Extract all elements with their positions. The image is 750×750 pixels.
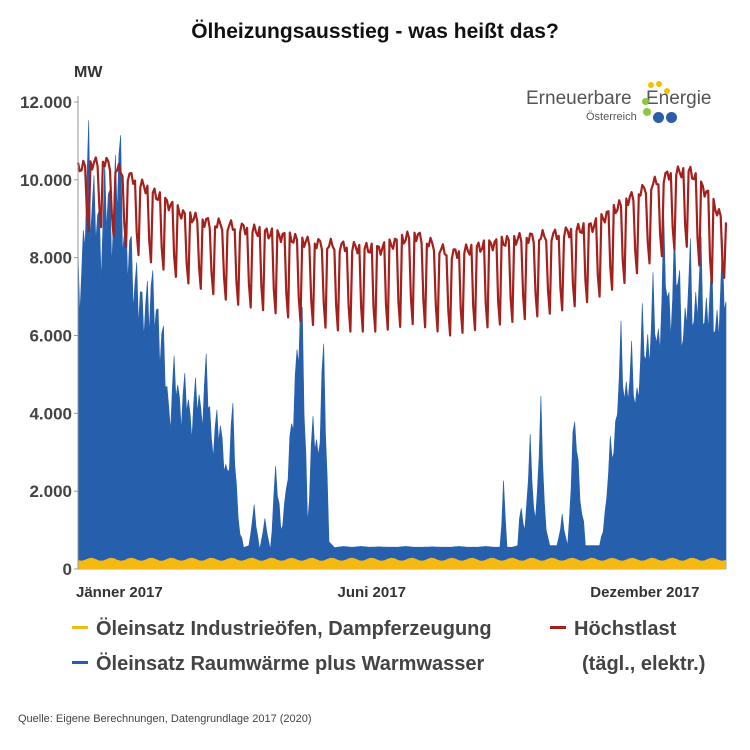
x-tick-label: Dezember 2017 <box>590 584 699 601</box>
series-oil-industry-area <box>78 557 726 569</box>
legend-swatch-oil-industry <box>72 626 88 630</box>
logo-word-1: Erneuerbare <box>526 88 632 109</box>
logo-dot-yellow-1 <box>648 82 654 88</box>
legend-swatch-peak-load <box>550 626 566 630</box>
series-peak-load-line <box>76 156 728 337</box>
source-note: Quelle: Eigene Berechnungen, Datengrundl… <box>18 713 312 725</box>
logo-word-2: Energie <box>646 88 712 109</box>
logo: Erneuerbare Energie Österreich <box>522 81 732 130</box>
logo-dot-green-1 <box>642 98 649 105</box>
x-tick-label: Juni 2017 <box>338 584 406 601</box>
plot-area <box>76 120 728 570</box>
y-tick-label: 8.000 <box>29 249 72 268</box>
y-tick-label: 6.000 <box>29 327 72 346</box>
logo-subtitle: Österreich <box>586 111 637 123</box>
y-tick-label: 12.000 <box>20 93 72 112</box>
logo-dot-blue-1 <box>653 112 664 123</box>
legend-swatch-oil-heating <box>72 661 88 665</box>
legend-oil-industry: Öleinsatz Industrieöfen, Dampferzeugung <box>72 618 492 641</box>
legend-oil-heating: Öleinsatz Raumwärme plus Warmwasser <box>72 653 484 676</box>
chart-title: Ölheizungsausstieg - was heißt das? <box>191 20 559 43</box>
series-oil-heating-area <box>77 120 727 570</box>
legend-peak-load-note: (tägl., elektr.) <box>582 653 706 675</box>
legend-label-peak-load: Höchstlast <box>574 618 677 640</box>
logo-dot-green-2 <box>643 108 651 116</box>
logo-dot-blue-2 <box>666 112 677 123</box>
legend-label-oil-heating: Öleinsatz Raumwärme plus Warmwasser <box>96 653 485 675</box>
y-tick-label: 2.000 <box>29 482 72 501</box>
logo-dot-yellow-3 <box>664 88 670 94</box>
axes: 0 2.000 4.000 6.000 8.000 10.000 12.000 Jänner … <box>20 93 700 601</box>
x-tick-label: Jänner 2017 <box>76 584 163 601</box>
legend-label-oil-industry: Öleinsatz Industrieöfen, Dampferzeugung <box>96 618 492 640</box>
logo-dot-yellow-2 <box>656 81 662 87</box>
y-tick-label: 0 <box>63 560 72 579</box>
y-tick-label: 4.000 <box>29 404 72 423</box>
y-tick-label: 10.000 <box>20 171 72 190</box>
legend-peak-load: Höchstlast <box>550 618 676 641</box>
y-axis-unit: MW <box>74 64 103 81</box>
